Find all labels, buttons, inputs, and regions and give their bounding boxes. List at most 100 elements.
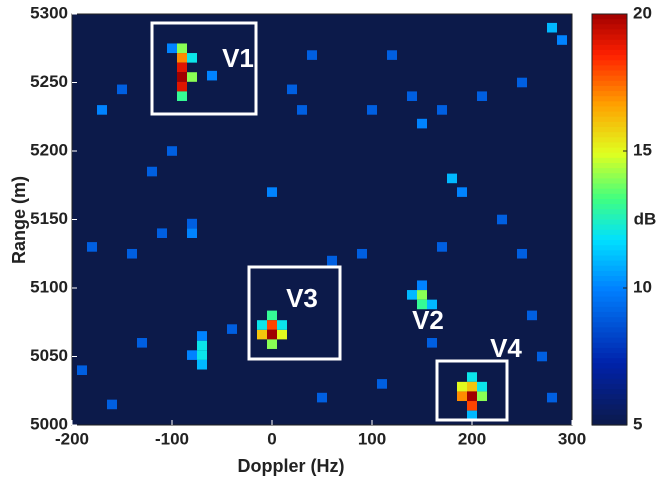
heat-cell (467, 372, 477, 382)
colorbar-swatch (592, 332, 627, 339)
colorbar-swatch (592, 234, 627, 241)
heat-cell (177, 72, 187, 82)
colorbar-swatch (592, 260, 627, 267)
heat-cell (117, 84, 127, 95)
colorbar-swatch (592, 383, 627, 390)
heat-cell (267, 310, 277, 321)
heat-cell (417, 280, 427, 291)
colorbar-label: dB (634, 209, 657, 228)
heat-cell (267, 329, 277, 340)
heat-cell (367, 105, 377, 115)
colorbar-swatch (592, 101, 627, 108)
heat-cell (177, 62, 187, 73)
heat-cell (187, 218, 197, 229)
heat-cell (327, 255, 337, 266)
y-tick-label: 5100 (30, 277, 68, 296)
colorbar-swatch (592, 404, 627, 411)
heat-cell (407, 290, 417, 300)
heat-cell (177, 91, 187, 101)
heat-cell (467, 391, 477, 402)
colorbar-swatch (592, 14, 627, 20)
colorbar-swatch (592, 322, 627, 328)
annotation-label: V2 (412, 305, 444, 335)
colorbar-swatch (592, 419, 627, 426)
colorbar-swatch (592, 270, 627, 277)
heat-cell (387, 50, 397, 60)
colorbar-swatch (592, 34, 627, 41)
heat-cell (467, 410, 477, 421)
colorbar-swatch (592, 209, 627, 215)
colorbar-swatch (592, 147, 627, 154)
colorbar-swatch (592, 121, 627, 128)
colorbar-swatch (592, 39, 627, 46)
x-tick-label: 0 (267, 429, 276, 448)
colorbar-swatch (592, 368, 627, 375)
heat-cell (157, 228, 167, 238)
colorbar-swatch (592, 142, 627, 149)
heat-cell (277, 320, 287, 330)
colorbar-swatch (592, 296, 627, 303)
colorbar-swatch (592, 96, 627, 102)
heat-cell (417, 299, 427, 310)
heat-cell (187, 350, 197, 360)
annotation-box (435, 359, 509, 422)
colorbar-swatch (592, 183, 627, 190)
heat-cell (267, 339, 277, 349)
heat-cell (357, 248, 367, 259)
heat-cell (197, 350, 207, 360)
annotation-box (150, 21, 258, 116)
colorbar-swatch (592, 106, 627, 113)
heat-cell (427, 338, 437, 348)
heat-cell (557, 35, 567, 45)
colorbar-swatch (592, 29, 627, 36)
heat-cell (467, 381, 477, 392)
colorbar-tick-label: 15 (633, 140, 652, 159)
colorbar-swatch (592, 91, 627, 97)
heat-cell (177, 43, 187, 54)
plot-background (72, 14, 572, 425)
heat-cell (457, 381, 467, 392)
colorbar-swatch (592, 198, 627, 205)
heat-cell (177, 53, 187, 63)
annotation-label: V4 (490, 333, 522, 363)
colorbar-swatch (592, 373, 627, 380)
heat-cell (177, 81, 187, 92)
heat-cell (517, 248, 527, 259)
colorbar-swatch (592, 219, 627, 226)
heat-cell (287, 84, 297, 95)
colorbar-tick-label: 5 (633, 414, 642, 433)
heat-cell (87, 242, 97, 252)
colorbar-swatch (592, 65, 627, 72)
colorbar-swatch (592, 394, 627, 400)
heat-cell (97, 105, 107, 115)
colorbar-swatch (592, 276, 627, 282)
heat-cell (527, 310, 537, 321)
colorbar-swatch (592, 75, 627, 82)
colorbar-swatch (592, 311, 627, 318)
heat-cell (477, 391, 487, 402)
y-tick-label: 5200 (30, 140, 68, 159)
heat-cell (407, 91, 417, 101)
heat-cell (477, 381, 487, 392)
annotation-label: V1 (222, 43, 254, 73)
colorbar-swatch (592, 255, 627, 262)
heat-cell (517, 77, 527, 88)
colorbar-frame (591, 13, 628, 426)
colorbar-swatch (592, 301, 627, 308)
colorbar-swatch (592, 24, 627, 31)
heat-cell (167, 43, 177, 54)
colorbar-swatch (592, 265, 627, 272)
x-tick-label: 100 (358, 429, 386, 448)
annotation-label: V3 (286, 283, 318, 313)
colorbar-swatch (592, 162, 627, 169)
heat-cell (317, 392, 327, 403)
x-axis-label: Doppler (Hz) (238, 456, 345, 476)
heat-cell (497, 214, 507, 225)
colorbar-swatch (592, 157, 627, 164)
colorbar-swatch (592, 55, 627, 61)
heat-cell (307, 50, 317, 60)
colorbar-tick-label: 10 (633, 277, 652, 296)
colorbar-swatch (592, 389, 627, 395)
